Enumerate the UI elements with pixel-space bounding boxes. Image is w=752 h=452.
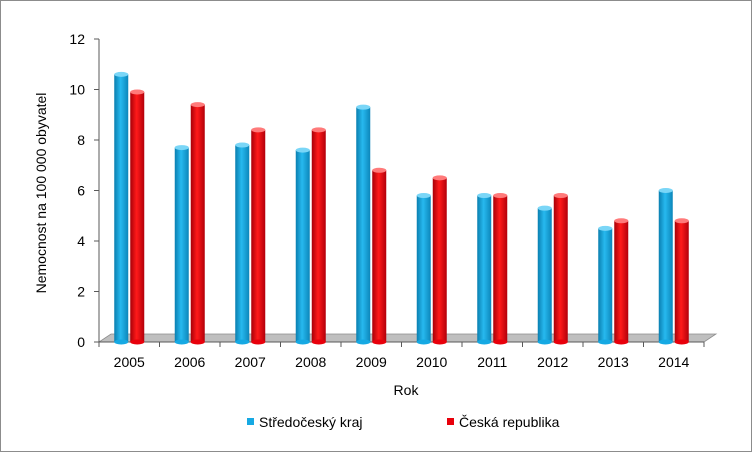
bar (295, 147, 310, 345)
bar (174, 145, 189, 345)
axes (98, 39, 704, 343)
x-tick-label: 2013 (598, 354, 629, 370)
x-tick-label: 2010 (416, 354, 447, 370)
bar (311, 127, 326, 345)
bar (553, 193, 568, 345)
y-tick-label: 6 (77, 183, 85, 199)
bar (416, 193, 431, 345)
bar (493, 193, 508, 345)
y-tick-label: 2 (77, 284, 85, 300)
bar (251, 127, 266, 345)
bar (190, 102, 205, 345)
bar (114, 71, 129, 345)
y-tick-label: 0 (77, 334, 85, 350)
bar (432, 175, 447, 345)
y-tick-label: 10 (69, 82, 85, 98)
bar (477, 193, 492, 345)
bar (658, 188, 673, 345)
bar (356, 104, 371, 345)
x-tick-labels: 2005 2006 2007 2008 2009 2010 2011 2012 2013 2014 (98, 342, 705, 370)
bar (235, 142, 250, 345)
legend-label: Česká republika (459, 414, 560, 430)
legend-swatch (247, 418, 254, 425)
legend-item: Středočeský kraj (247, 414, 362, 430)
x-tick-label: 2006 (174, 354, 205, 370)
y-tick-label: 12 (69, 31, 85, 47)
x-tick-label: 2007 (235, 354, 266, 370)
bar (130, 89, 145, 345)
x-tick-label: 2009 (356, 354, 387, 370)
legend-label: Středočeský kraj (259, 414, 362, 430)
x-tick-label: 2012 (537, 354, 568, 370)
x-tick-label: 2008 (295, 354, 326, 370)
x-tick-label: 2011 (477, 354, 507, 370)
y-tick-label: 8 (77, 132, 85, 148)
bar (598, 225, 613, 345)
legend-item: Česká republika (447, 414, 560, 430)
bar (537, 205, 552, 345)
x-tick-label: 2014 (658, 354, 689, 370)
legend: Středočeský kraj Česká republika (247, 414, 560, 430)
bar (674, 218, 689, 345)
bar (372, 167, 387, 345)
x-tick-label: 2005 (114, 354, 145, 370)
y-axis-title: Nemocnost na 100 000 obyvatel (33, 93, 49, 294)
bars (114, 71, 689, 345)
y-tick-label: 4 (77, 233, 85, 249)
bar (614, 218, 629, 345)
legend-swatch (447, 418, 454, 425)
y-tick-labels: 0 2 4 6 8 10 12 (69, 31, 99, 350)
x-axis-title: Rok (394, 382, 420, 398)
